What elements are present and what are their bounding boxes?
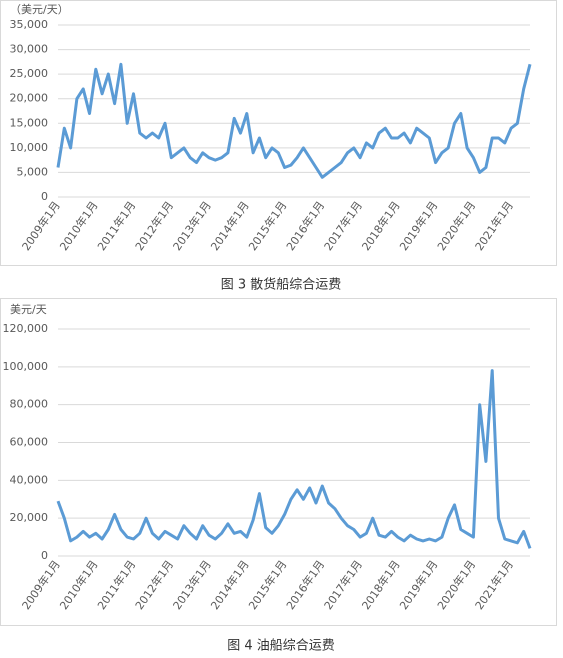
y-tick-label: 20,000 [10, 511, 49, 524]
x-tick-label: 2020年1月 [434, 557, 478, 612]
y-tick-label: 35,000 [10, 18, 49, 31]
caption: 图 4 油船综合运费 [227, 639, 335, 654]
x-tick-label: 2016年1月 [283, 557, 327, 612]
x-tick-label: 2011年1月 [94, 557, 138, 612]
x-tick-label: 2021年1月 [472, 557, 516, 612]
x-tick-label: 2013年1月 [170, 557, 214, 612]
x-tick-label: 2019年1月 [396, 557, 440, 612]
x-tick-label: 2017年1月 [321, 557, 365, 612]
y-tick-label: 5,000 [17, 165, 49, 178]
y-tick-label: 15,000 [10, 116, 49, 129]
y-tick-label: 80,000 [10, 398, 49, 411]
x-tick-label: 2013年1月 [170, 198, 214, 253]
y-tick-label: 30,000 [10, 43, 49, 56]
x-tick-label: 2017年1月 [321, 198, 365, 253]
y-tick-label: 0 [41, 549, 48, 562]
x-tick-label: 2018年1月 [359, 557, 403, 612]
x-tick-label: 2011年1月 [94, 198, 138, 253]
y-tick-label: 10,000 [10, 141, 49, 154]
chart-frame [0, 0, 557, 266]
x-tick-label: 2021年1月 [472, 198, 516, 253]
x-tick-label: 2010年1月 [57, 198, 101, 253]
y-tick-label: 25,000 [10, 67, 49, 80]
y-tick-label: 60,000 [10, 436, 49, 449]
x-tick-label: 2015年1月 [245, 198, 289, 253]
caption: 图 3 散货船综合运费 [221, 277, 342, 293]
line [56, 62, 532, 179]
x-tick-label: 2018年1月 [359, 198, 403, 253]
y-tick-label: 100,000 [3, 360, 49, 373]
line [56, 369, 532, 549]
chart-frame [0, 298, 557, 626]
x-tick-label: 2012年1月 [132, 557, 176, 612]
y-tick-label: 40,000 [10, 473, 49, 486]
x-tick-label: 2012年1月 [132, 198, 176, 253]
unit-label: （美元/天） [10, 3, 69, 16]
x-tick-label: 2014年1月 [208, 557, 252, 612]
x-tick-label: 2019年1月 [396, 198, 440, 253]
x-tick-label: 2009年1月 [19, 557, 63, 612]
y-tick-label: 20,000 [10, 92, 49, 105]
x-tick-label: 2020年1月 [434, 198, 478, 253]
x-tick-label: 2014年1月 [208, 198, 252, 253]
y-tick-label: 0 [41, 190, 48, 203]
x-tick-label: 2016年1月 [283, 198, 327, 253]
x-tick-label: 2009年1月 [19, 198, 63, 253]
x-tick-label: 2010年1月 [57, 557, 101, 612]
unit-label: 美元/天 [10, 303, 47, 316]
x-tick-label: 2015年1月 [245, 557, 289, 612]
y-tick-label: 120,000 [3, 322, 49, 335]
